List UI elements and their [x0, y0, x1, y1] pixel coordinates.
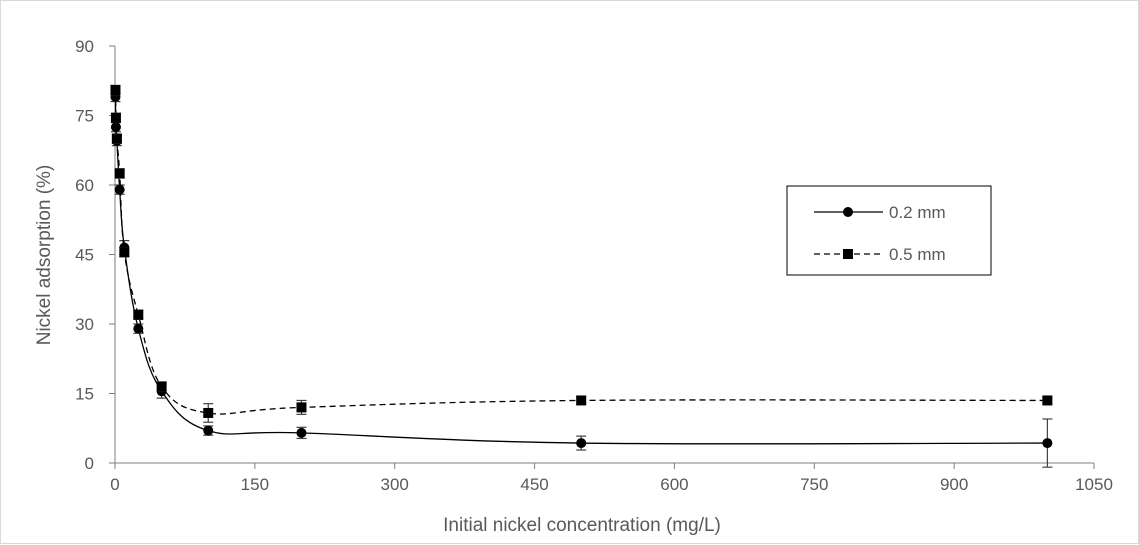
data-point — [203, 425, 214, 436]
data-point — [119, 247, 130, 258]
y-tick-label: 45 — [75, 246, 94, 265]
data-point — [1042, 438, 1053, 449]
x-axis-title: Initial nickel concentration (mg/L) — [443, 515, 721, 536]
data-point — [133, 323, 144, 334]
legend-marker-0-5mm — [843, 249, 853, 259]
x-tick-label: 150 — [241, 475, 269, 494]
legend-label-0-2mm: 0.2 mm — [889, 203, 946, 222]
legend-marker-0-2mm — [843, 207, 853, 217]
legend-label-0-5mm: 0.5 mm — [889, 245, 946, 264]
x-tick-label: 0 — [110, 475, 119, 494]
y-axis-title: Nickel adsorption (%) — [34, 165, 55, 346]
data-point — [110, 112, 121, 123]
x-tick-label: 450 — [520, 475, 548, 494]
plot-area — [110, 84, 1053, 468]
data-point — [110, 85, 121, 96]
data-point — [156, 381, 167, 392]
y-tick-label: 90 — [75, 37, 94, 56]
data-point — [1042, 395, 1053, 406]
data-point — [114, 184, 125, 195]
data-point — [111, 133, 122, 144]
y-tick-label: 0 — [85, 454, 94, 473]
data-point — [114, 168, 125, 179]
data-point — [576, 438, 587, 449]
legend-box — [786, 185, 992, 276]
x-tick-label: 600 — [660, 475, 688, 494]
axes: 0 150 300 450 600 750 900 1050 0 15 30 45 60 75 90 — [75, 37, 1113, 494]
data-point — [296, 427, 307, 438]
legend: 0.2 mm 0.5 mm — [786, 185, 992, 276]
data-point — [576, 395, 587, 406]
y-tick-label: 30 — [75, 315, 94, 334]
y-tick-label: 75 — [75, 107, 94, 126]
y-tick-label: 15 — [75, 385, 94, 404]
y-tick-label: 60 — [75, 176, 94, 195]
x-tick-label: 300 — [381, 475, 409, 494]
x-tick-label: 750 — [800, 475, 828, 494]
x-tick-label: 1050 — [1075, 475, 1113, 494]
data-point — [133, 309, 144, 320]
data-point — [110, 122, 121, 133]
data-point — [296, 402, 307, 413]
data-point — [203, 407, 214, 418]
x-tick-label: 900 — [940, 475, 968, 494]
